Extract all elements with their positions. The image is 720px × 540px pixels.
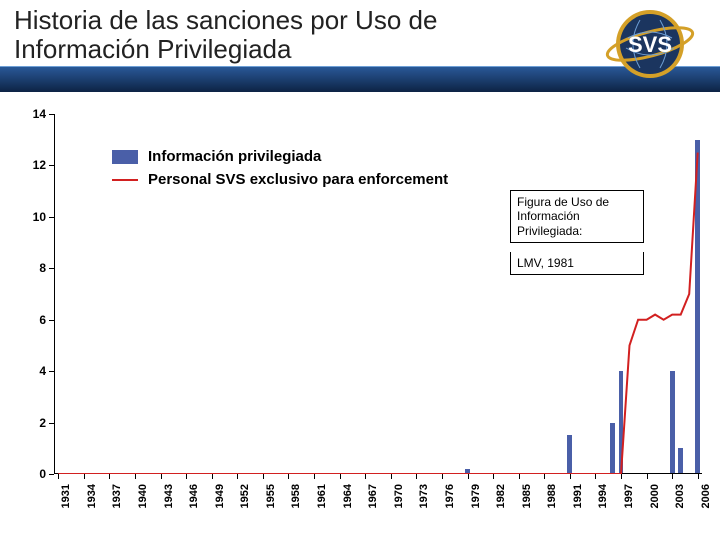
x-tick-mark [365, 474, 366, 479]
x-ticks: 1931 1934 1937 1940 1943 1946 1949 1952 1955 1958… [54, 476, 702, 536]
x-tick-mark [237, 474, 238, 479]
x-tick-label: 1985 [521, 484, 533, 514]
legend-item-line: Personal SVS exclusivo para enforcement [112, 171, 448, 188]
y-tick-label: 10 [0, 210, 46, 224]
x-tick-mark [468, 474, 469, 479]
x-tick-label: 1982 [495, 484, 507, 514]
x-tick-label: 1934 [86, 484, 98, 514]
x-tick-label: 1979 [470, 484, 482, 514]
x-tick-mark [263, 474, 264, 479]
x-tick-label: 1940 [137, 484, 149, 514]
y-tick-label: 4 [0, 364, 46, 378]
x-tick-label: 1937 [111, 484, 123, 514]
y-tick-label: 0 [0, 467, 46, 481]
annotation-line-4: LMV, 1981 [517, 256, 574, 270]
x-tick-label: 1994 [597, 484, 609, 514]
x-tick-label: 1946 [188, 484, 200, 514]
x-tick-label: 1988 [546, 484, 558, 514]
x-tick-label: 1955 [265, 484, 277, 514]
x-tick-mark [672, 474, 673, 479]
annotation-line-2: Información [517, 209, 580, 223]
x-tick-label: 1949 [214, 484, 226, 514]
legend-label-bar: Información privilegiada [148, 148, 321, 165]
annotation-box-1: Figura de Uso de Información Privilegiad… [510, 190, 644, 243]
x-tick-mark [698, 474, 699, 479]
chart-area: Información privilegiada Personal SVS ex… [0, 92, 720, 540]
x-tick-label: 1976 [444, 484, 456, 514]
x-tick-label: 1931 [60, 484, 72, 514]
y-tick-label: 8 [0, 261, 46, 275]
x-tick-mark [288, 474, 289, 479]
x-tick-mark [442, 474, 443, 479]
legend: Información privilegiada Personal SVS ex… [112, 148, 448, 194]
x-tick-mark [519, 474, 520, 479]
y-tick-label: 12 [0, 158, 46, 172]
x-tick-mark [391, 474, 392, 479]
x-tick-mark [493, 474, 494, 479]
annotation-line-3: Privilegiada: [517, 224, 582, 238]
logo-text: SVS [628, 32, 672, 57]
x-tick-mark [109, 474, 110, 479]
x-tick-label: 1952 [239, 484, 251, 514]
x-tick-label: 1967 [367, 484, 379, 514]
x-tick-label: 1970 [393, 484, 405, 514]
x-tick-mark [161, 474, 162, 479]
x-tick-mark [544, 474, 545, 479]
x-tick-mark [647, 474, 648, 479]
x-tick-label: 1958 [290, 484, 302, 514]
annotation-line-1: Figura de Uso de [517, 195, 609, 209]
x-tick-label: 1997 [623, 484, 635, 514]
x-tick-mark [340, 474, 341, 479]
x-tick-label: 1991 [572, 484, 584, 514]
x-tick-label: 1964 [342, 484, 354, 514]
x-tick-label: 1943 [163, 484, 175, 514]
x-tick-label: 2000 [649, 484, 661, 514]
x-tick-mark [212, 474, 213, 479]
x-tick-mark [314, 474, 315, 479]
y-tick-label: 6 [0, 313, 46, 327]
slide-header: Historia de las sanciones por Uso de Inf… [0, 0, 720, 92]
x-tick-mark [621, 474, 622, 479]
x-tick-mark [416, 474, 417, 479]
x-tick-mark [595, 474, 596, 479]
x-tick-mark [84, 474, 85, 479]
x-tick-mark [135, 474, 136, 479]
x-tick-label: 2006 [700, 484, 712, 514]
x-tick-mark [186, 474, 187, 479]
legend-label-line: Personal SVS exclusivo para enforcement [148, 171, 448, 188]
legend-swatch-line [112, 179, 138, 181]
x-tick-label: 2003 [674, 484, 686, 514]
x-tick-mark [58, 474, 59, 479]
y-tick-label: 14 [0, 107, 46, 121]
x-tick-label: 1961 [316, 484, 328, 514]
legend-swatch-bar [112, 150, 138, 164]
x-tick-mark [570, 474, 571, 479]
svs-logo: SVS [590, 4, 710, 84]
legend-item-bar: Información privilegiada [112, 148, 448, 165]
y-tick-label: 2 [0, 416, 46, 430]
x-tick-label: 1973 [418, 484, 430, 514]
slide-title: Historia de las sanciones por Uso de Inf… [14, 6, 534, 63]
annotation-box-2: LMV, 1981 [510, 252, 644, 275]
